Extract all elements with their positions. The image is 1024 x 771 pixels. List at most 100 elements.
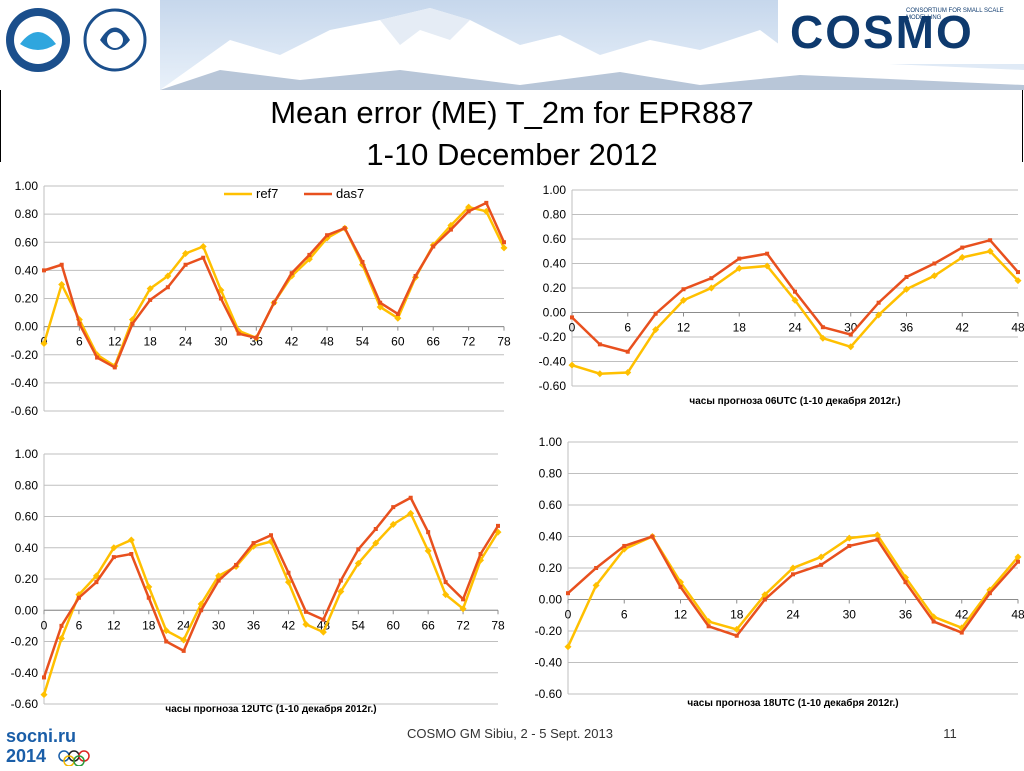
- y-tick-label: 0.80: [15, 207, 39, 221]
- data-point-das7: [819, 562, 824, 567]
- data-point-das7: [876, 300, 881, 305]
- data-point-das7: [502, 240, 506, 245]
- data-point-das7: [960, 245, 965, 250]
- data-point-ref7: [162, 627, 170, 635]
- data-point-ref7: [847, 343, 855, 351]
- chart-svg: 1.00 0.80 0.60 0.40 0.20 0.00 -0.20 -0.40 -0.60 0…: [539, 183, 1024, 407]
- data-point-das7: [42, 268, 46, 273]
- x-tick-label: 78: [491, 618, 505, 632]
- title-line-2: 1-10 December 2012: [366, 137, 658, 172]
- data-point-das7: [625, 349, 630, 354]
- mountain-banner-image: [160, 8, 1024, 90]
- data-point-ref7: [40, 340, 48, 347]
- data-point-ref7: [761, 591, 769, 599]
- y-tick-label: 0.00: [543, 306, 567, 320]
- data-point-ref7: [902, 573, 909, 581]
- data-point-ref7: [620, 545, 628, 553]
- x-tick-label: 36: [900, 321, 914, 335]
- data-point-ref7: [819, 334, 827, 342]
- data-point-ref7: [958, 253, 966, 261]
- x-tick-label: 48: [1011, 608, 1024, 622]
- data-point-das7: [378, 300, 383, 305]
- x-axis-caption: часы прогноза 12UTC (1-10 декабря 2012г.…: [165, 703, 376, 715]
- data-point-ref7: [500, 244, 508, 252]
- cosmo-logo: COSMO CONSORTIUM FOR SMALL SCALE MODELLI…: [778, 0, 1024, 64]
- data-point-das7: [112, 365, 117, 370]
- data-point-das7: [251, 541, 256, 546]
- data-point-das7: [183, 262, 188, 267]
- svg-text:socni.ru: socni.ru: [6, 726, 76, 746]
- data-point-das7: [269, 533, 273, 538]
- data-point-ref7: [789, 564, 797, 572]
- data-point-ref7: [845, 534, 853, 542]
- x-tick-label: 48: [1011, 321, 1024, 335]
- data-point-ref7: [337, 588, 345, 595]
- x-tick-label: 0: [41, 618, 48, 632]
- header-banner: COSMO CONSORTIUM FOR SMALL SCALE MODELLI…: [0, 0, 1024, 90]
- data-point-ref7: [302, 620, 310, 628]
- x-axis-caption: часы прогноза 18UTC (1-10 декабря 2012г.…: [687, 697, 898, 709]
- y-tick-label: 0.00: [15, 320, 39, 334]
- data-point-das7: [373, 527, 378, 531]
- x-tick-label: 72: [456, 618, 470, 632]
- data-point-das7: [466, 209, 471, 214]
- data-point-das7: [59, 262, 64, 267]
- x-tick-label: 18: [143, 335, 157, 349]
- data-point-das7: [321, 617, 326, 622]
- data-point-das7: [307, 252, 312, 257]
- data-point-das7: [199, 608, 204, 613]
- x-tick-label: 42: [955, 608, 969, 622]
- y-tick-label: -0.40: [535, 656, 563, 670]
- data-point-das7: [566, 591, 570, 596]
- data-point-das7: [448, 227, 453, 232]
- left-border-line: [0, 90, 1, 162]
- data-point-das7: [129, 552, 134, 556]
- data-point-das7: [111, 555, 116, 560]
- data-point-ref7: [58, 280, 66, 288]
- data-point-das7: [218, 296, 223, 301]
- data-point-ref7: [424, 547, 432, 555]
- page-number: 11: [943, 726, 957, 741]
- y-tick-label: 0.80: [539, 467, 563, 481]
- y-tick-label: -0.40: [11, 666, 39, 680]
- data-point-ref7: [930, 272, 938, 280]
- data-point-das7: [793, 289, 797, 294]
- chart-00utc: 1.000.800.600.400.200.00-0.20-0.40-0.600…: [2, 178, 514, 418]
- data-point-das7: [931, 619, 936, 624]
- data-point-das7: [597, 342, 602, 347]
- data-point-ref7: [127, 536, 135, 544]
- y-tick-label: -0.60: [539, 379, 567, 393]
- data-point-ref7: [199, 242, 207, 250]
- data-point-ref7: [465, 203, 473, 211]
- x-tick-label: 0: [569, 321, 576, 335]
- x-tick-label: 12: [108, 335, 122, 349]
- y-tick-label: -0.20: [539, 330, 567, 344]
- data-point-ref7: [40, 691, 48, 699]
- data-point-das7: [325, 233, 330, 238]
- x-tick-label: 42: [285, 335, 299, 349]
- data-point-das7: [360, 259, 365, 264]
- data-point-das7: [216, 578, 221, 583]
- x-tick-label: 24: [177, 618, 191, 632]
- data-point-das7: [461, 597, 466, 602]
- data-point-das7: [431, 244, 436, 249]
- data-point-das7: [272, 300, 276, 305]
- x-tick-label: 18: [730, 608, 744, 622]
- data-point-ref7: [182, 250, 190, 257]
- data-point-ref7: [817, 553, 825, 561]
- data-point-ref7: [394, 314, 402, 322]
- data-point-ref7: [680, 296, 687, 304]
- x-tick-label: 6: [624, 321, 631, 335]
- data-point-das7: [959, 630, 964, 635]
- data-point-das7: [94, 580, 99, 585]
- y-tick-label: -0.20: [11, 635, 39, 649]
- data-point-ref7: [592, 581, 600, 589]
- x-tick-label: 66: [427, 335, 441, 349]
- data-point-ref7: [930, 613, 938, 621]
- x-tick-label: 12: [677, 321, 691, 335]
- data-point-das7: [77, 321, 82, 326]
- data-point-ref7: [459, 605, 467, 613]
- data-point-das7: [737, 256, 742, 261]
- data-point-das7: [681, 287, 686, 292]
- y-tick-label: 0.80: [543, 208, 567, 222]
